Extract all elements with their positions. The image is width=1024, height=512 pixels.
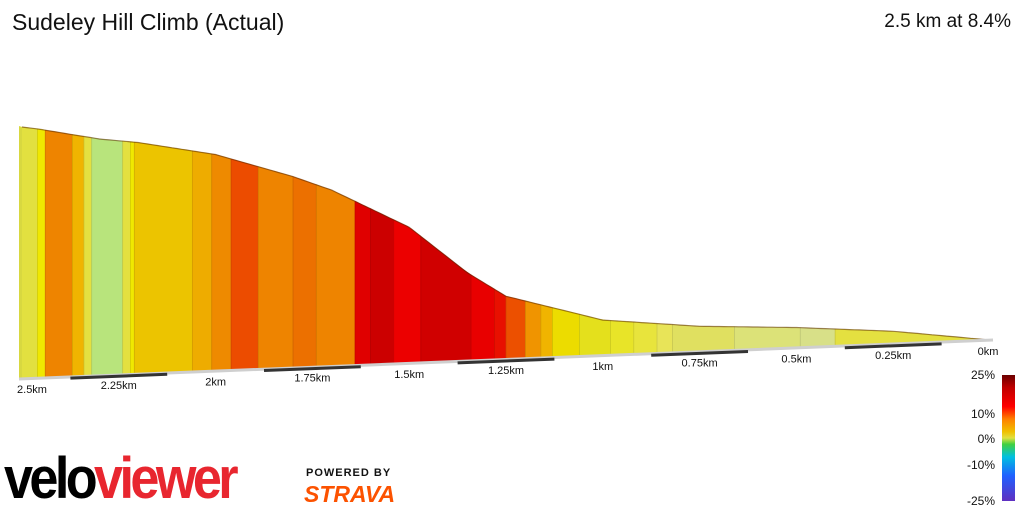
x-tick-label: 2.5km	[17, 384, 47, 396]
legend-label-25: 25%	[970, 368, 995, 382]
profile-left-edge	[19, 126, 22, 379]
x-tick-label: 1.25km	[488, 365, 524, 377]
gradient-segment	[370, 208, 394, 365]
logo-viewer: viewer	[94, 446, 239, 511]
gradient-segment	[37, 128, 46, 378]
distance-bar	[844, 342, 942, 350]
gradient-segment	[800, 327, 836, 348]
legend-label-minus10: -10%	[966, 458, 995, 472]
x-tick-label: 1.75km	[294, 373, 330, 385]
distance-bar	[263, 365, 361, 372]
x-tick-label: 0.5km	[781, 354, 811, 366]
gradient-segment	[83, 136, 92, 376]
gradient-segment	[21, 126, 38, 379]
x-tick-label: 0km	[978, 346, 999, 358]
climb-summary: 2.5 km at 8.4%	[884, 11, 1011, 32]
gradient-segment	[72, 134, 85, 377]
gradient-segment	[230, 158, 259, 371]
gradient-legend-bar	[1002, 375, 1015, 501]
x-tick-label: 2km	[205, 376, 226, 388]
gradient-segment	[420, 235, 472, 363]
gradient-segment	[552, 307, 580, 358]
x-tick-label: 2.25km	[101, 380, 137, 392]
gradient-segment	[525, 300, 542, 359]
legend-label-0: 0%	[977, 432, 995, 446]
legend-label-minus25: -25%	[966, 494, 995, 508]
gradient-segment	[656, 323, 673, 354]
gradient-segment	[130, 141, 135, 375]
distance-bar	[70, 372, 168, 380]
gradient-segment	[540, 304, 553, 358]
gradient-segment	[393, 219, 422, 364]
veloviewer-logo: veloviewer	[4, 450, 239, 508]
gradient-segment	[470, 274, 495, 361]
gradient-segment	[734, 326, 801, 351]
distance-bar	[651, 350, 749, 357]
profile-outline	[21, 126, 991, 341]
logo-velo: velo	[4, 446, 98, 511]
gradient-segment	[354, 200, 371, 366]
x-tick-label: 0.75km	[682, 357, 718, 369]
chart-title: Sudeley Hill Climb (Actual)	[12, 9, 285, 35]
gradient-segment	[192, 150, 212, 372]
gradient-segment	[292, 176, 317, 368]
gradient-segment	[494, 288, 507, 360]
gradient-segment	[91, 137, 123, 376]
gradient-segment	[44, 129, 73, 378]
gradient-segment	[316, 184, 356, 367]
gradient-segment	[257, 166, 294, 370]
powered-by-label: POWERED BY	[306, 467, 392, 479]
distance-bar	[457, 357, 555, 365]
strava-logo: STRAVA	[304, 481, 396, 507]
gradient-segment	[211, 153, 232, 371]
gradient-segment	[134, 141, 193, 374]
gradient-segment	[633, 321, 658, 355]
gradient-segment	[610, 320, 635, 356]
elevation-profile-chart: 2.5km 2.25km 2km 1.75km 1.5km 1.25km 1km 0.75km…	[17, 126, 999, 396]
gradient-segment	[672, 324, 735, 353]
x-tick-label: 1.5km	[394, 369, 424, 381]
gradient-segment	[505, 295, 526, 360]
x-tick-label: 0.25km	[875, 350, 911, 362]
gradient-segment	[122, 140, 131, 375]
legend-label-10: 10%	[970, 407, 995, 421]
x-tick-label: 1km	[592, 361, 613, 373]
